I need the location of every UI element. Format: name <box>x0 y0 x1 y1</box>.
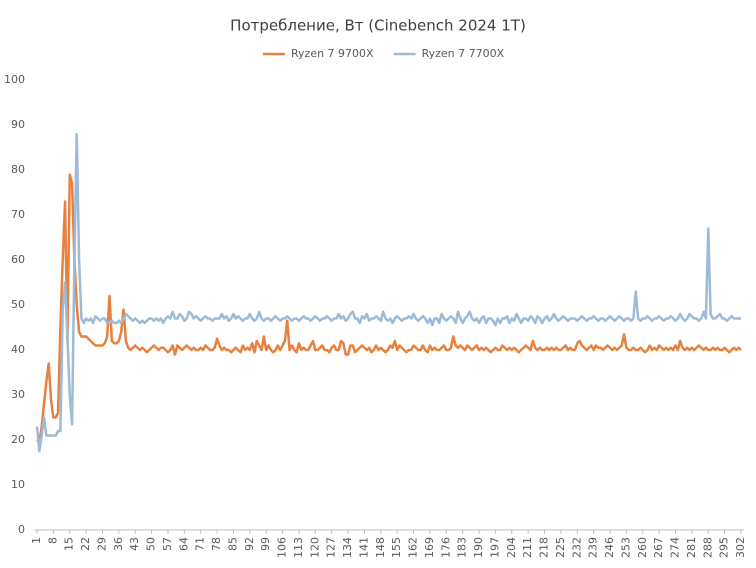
x-tick-label: 113 <box>292 537 305 558</box>
x-tick-label: 246 <box>603 537 616 558</box>
x-tick-label: 232 <box>570 537 583 558</box>
x-tick-label: 141 <box>357 537 370 558</box>
y-tick-label: 50 <box>11 298 25 311</box>
x-tick-label: 267 <box>652 537 665 558</box>
x-tick-label: 204 <box>505 537 518 558</box>
x-tick-label: 260 <box>636 537 649 558</box>
x-tick-label: 134 <box>341 537 354 558</box>
x-tick-label: 50 <box>145 537 158 551</box>
y-tick-label: 40 <box>11 343 25 356</box>
x-tick-label: 57 <box>161 537 174 551</box>
legend-label: Ryzen 7 9700X <box>291 47 374 60</box>
x-tick-label: 190 <box>472 537 485 558</box>
x-tick-label: 120 <box>308 537 321 558</box>
x-tick-label: 155 <box>390 537 403 558</box>
x-tick-label: 295 <box>718 537 731 558</box>
x-tick-label: 99 <box>259 537 272 551</box>
x-tick-label: 169 <box>423 537 436 558</box>
y-tick-label: 60 <box>11 253 25 266</box>
x-tick-label: 148 <box>374 537 387 558</box>
x-tick-label: 288 <box>701 537 714 558</box>
y-tick-label: 20 <box>11 433 25 446</box>
x-tick-label: 1 <box>30 537 43 544</box>
x-tick-label: 225 <box>554 537 567 558</box>
x-tick-label: 274 <box>669 537 682 558</box>
y-tick-label: 0 <box>18 523 25 536</box>
y-tick-label: 100 <box>4 73 25 86</box>
series-line <box>36 173 742 444</box>
x-tick-label: 183 <box>456 537 469 558</box>
x-tick-label: 281 <box>685 537 698 558</box>
x-tick-label: 92 <box>243 537 256 551</box>
x-tick-label: 106 <box>276 537 289 558</box>
x-tick-label: 71 <box>194 537 207 551</box>
series-line <box>35 132 741 453</box>
x-tick-label: 211 <box>521 537 534 558</box>
x-tick-label: 253 <box>619 537 632 558</box>
x-tick-label: 8 <box>46 537 59 544</box>
y-tick-label: 70 <box>11 208 25 221</box>
legend-label: Ryzen 7 7700X <box>422 47 505 60</box>
x-tick-label: 64 <box>177 537 190 551</box>
x-tick-label: 36 <box>112 537 125 551</box>
x-tick-label: 218 <box>538 537 551 558</box>
y-tick-label: 30 <box>11 388 25 401</box>
y-tick-label: 80 <box>11 163 25 176</box>
x-tick-label: 78 <box>210 537 223 551</box>
x-tick-label: 43 <box>128 537 141 551</box>
y-tick-label: 90 <box>11 118 25 131</box>
x-tick-label: 176 <box>439 537 452 558</box>
x-tick-label: 15 <box>63 537 76 551</box>
x-tick-label: 302 <box>734 537 747 558</box>
y-tick-label: 10 <box>11 478 25 491</box>
chart-title: Потребление, Вт (Cinebench 2024 1T) <box>230 17 526 35</box>
x-tick-label: 162 <box>407 537 420 558</box>
x-tick-label: 197 <box>488 537 501 558</box>
x-tick-label: 29 <box>95 537 108 551</box>
x-tick-label: 239 <box>587 537 600 558</box>
x-tick-label: 22 <box>79 537 92 551</box>
x-tick-label: 85 <box>226 537 239 551</box>
x-tick-label: 127 <box>325 537 338 558</box>
